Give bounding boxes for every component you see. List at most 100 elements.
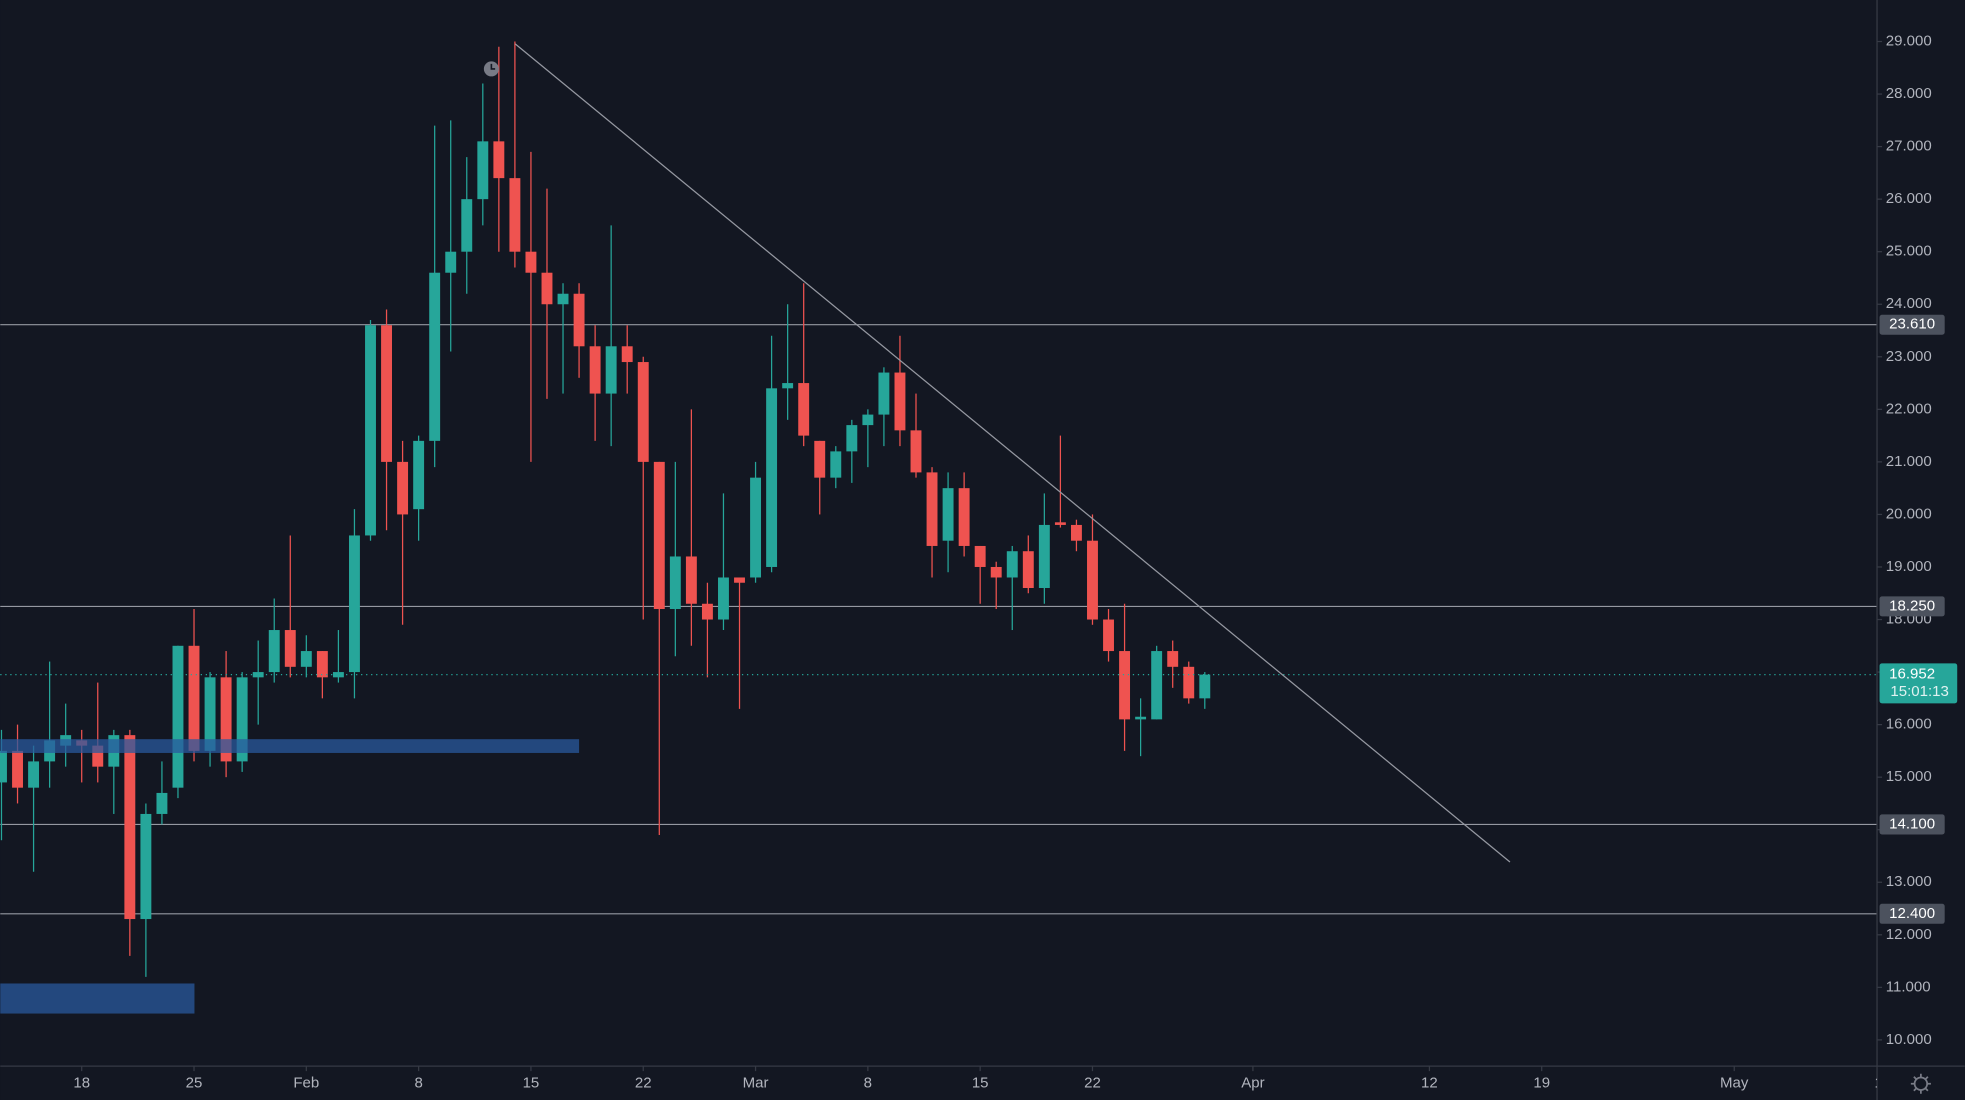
- candle-body: [926, 472, 938, 546]
- candle-body: [605, 346, 617, 394]
- level-label-box: [1879, 314, 1945, 335]
- candle-body: [1167, 651, 1179, 667]
- candle-body: [156, 792, 168, 814]
- candle-body: [589, 346, 601, 394]
- y-tick-label: 16.000: [1886, 716, 1932, 733]
- y-tick-label: 24.000: [1886, 295, 1932, 312]
- candle-body: [669, 556, 681, 610]
- x-tick-label: 15: [523, 1075, 540, 1092]
- candle-body: [204, 677, 216, 751]
- alarm-icon: [483, 61, 499, 77]
- x-axis: 18 25 Feb 8 15 22 Mar 8 15 22 Apr 12 19 May 1: [73, 1066, 1882, 1092]
- y-tick-label: 15.000: [1886, 768, 1932, 785]
- candle-body: [332, 672, 344, 678]
- x-tick-label: 18: [73, 1075, 90, 1092]
- time-axis-panel: [0, 1066, 1965, 1100]
- zone-box: [0, 983, 195, 1014]
- candle-body: [894, 372, 906, 431]
- candle-body: [172, 645, 184, 788]
- candle-body: [445, 251, 457, 273]
- x-tick-label: 22: [635, 1075, 652, 1092]
- y-tick-label: 26.000: [1886, 190, 1932, 207]
- zone-box: [0, 739, 580, 753]
- candle-body: [1151, 651, 1163, 720]
- candle-body: [878, 372, 890, 415]
- y-tick-label: 12.000: [1886, 926, 1932, 943]
- x-tick-label: 19: [1533, 1075, 1550, 1092]
- x-tick-label: Mar: [743, 1075, 769, 1092]
- plot-area: [0, 41, 1878, 977]
- y-tick-label: 11.000: [1886, 978, 1931, 995]
- candle-body: [461, 199, 473, 252]
- y-tick-label: 20.000: [1886, 505, 1932, 522]
- candle-body: [220, 677, 232, 762]
- y-tick-label: 25.000: [1886, 243, 1932, 260]
- candle-body: [12, 750, 23, 788]
- countdown-label: 15:01:13: [1890, 683, 1948, 700]
- candle-body: [942, 488, 954, 541]
- candle-body: [1103, 619, 1114, 652]
- candle-body: [685, 556, 697, 604]
- candle-body: [701, 603, 713, 620]
- candle-body: [493, 141, 505, 179]
- y-tick-label: 21.000: [1886, 453, 1932, 470]
- candle-body: [990, 566, 1002, 578]
- candle-body: [782, 383, 794, 389]
- candle-body: [798, 383, 810, 436]
- candle-body: [300, 651, 312, 667]
- x-tick-label: 8: [864, 1075, 872, 1092]
- y-tick-label: 23.000: [1886, 348, 1932, 365]
- candle-body: [397, 461, 409, 515]
- candle-body: [316, 651, 328, 678]
- candle-body: [1135, 716, 1147, 720]
- level-label-box: [1879, 596, 1945, 617]
- candle-body: [653, 461, 665, 610]
- candle-body: [910, 430, 922, 473]
- candle-body: [766, 388, 778, 567]
- candle-body: [734, 577, 745, 583]
- candle-body: [525, 251, 537, 273]
- candle-body: [573, 293, 585, 347]
- candle-body: [381, 325, 392, 462]
- x-tick-label: Apr: [1241, 1075, 1264, 1092]
- candle-body: [958, 488, 970, 546]
- candle-body: [236, 677, 248, 762]
- candle-body: [1006, 551, 1018, 578]
- candle-body: [637, 362, 649, 462]
- x-tick-label: 15: [972, 1075, 989, 1092]
- candle-body: [252, 672, 264, 678]
- candle-body: [28, 761, 40, 788]
- level-label-box: [1879, 814, 1945, 835]
- candle-body: [557, 293, 569, 305]
- candle-body: [1119, 651, 1131, 720]
- candle-body: [1038, 524, 1050, 588]
- candle-body: [1054, 522, 1066, 525]
- candle-body: [365, 325, 376, 536]
- y-tick-label: 22.000: [1886, 400, 1932, 417]
- candle-body: [862, 414, 874, 426]
- candle-body: [349, 535, 360, 673]
- candle-body: [188, 645, 200, 751]
- y-tick-label: 27.000: [1886, 138, 1932, 155]
- candle-body: [974, 545, 986, 567]
- y-tick-label: 28.000: [1886, 85, 1932, 102]
- last-price-label: 16.952: [1889, 666, 1935, 683]
- candle-body: [814, 440, 826, 478]
- level-label-box: [1879, 903, 1945, 924]
- x-tick-label: 1: [1874, 1075, 1882, 1092]
- candle-body: [1087, 540, 1098, 620]
- candle-body: [413, 440, 425, 510]
- candle-body: [846, 425, 858, 452]
- last-price-box: [1879, 663, 1958, 704]
- x-tick-label: 25: [186, 1075, 203, 1092]
- level-label: 14.100: [1889, 815, 1935, 832]
- candle-body: [477, 141, 489, 200]
- candle-body: [284, 630, 296, 667]
- candle-body: [429, 272, 441, 441]
- x-tick-label: 12: [1421, 1075, 1438, 1092]
- candle-body: [541, 272, 553, 305]
- x-tick-label: 22: [1084, 1075, 1101, 1092]
- settings-icon[interactable]: [1910, 1073, 1931, 1094]
- candle-body: [140, 813, 152, 920]
